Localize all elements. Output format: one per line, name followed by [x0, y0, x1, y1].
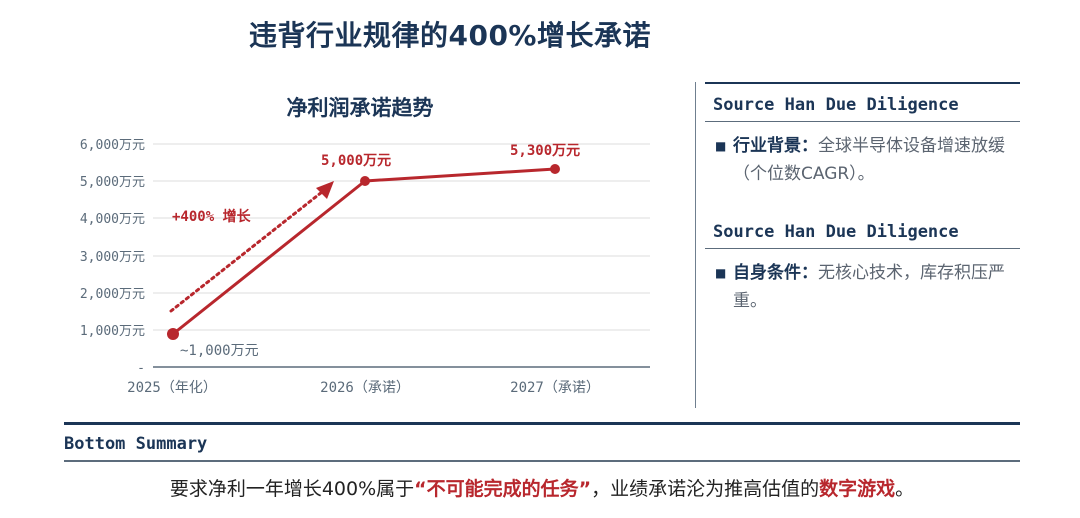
data-point-2026	[360, 176, 370, 186]
x-tick: 2026（承诺）	[320, 380, 410, 396]
summary-text-part: ，业绩承诺沦为推高估值的	[591, 478, 820, 500]
data-point-2027	[550, 164, 560, 174]
sidebar-section-industry: Source Han Due Diligence 行业背景：全球半导体设备增速放…	[705, 82, 1020, 188]
bullet-label: 行业背景：	[733, 136, 818, 156]
bullet-item: 行业背景：全球半导体设备增速放缓（个位数CAGR）。	[705, 122, 1020, 188]
y-tick: 6,000万元	[80, 138, 145, 153]
bullet-text: 全球半导体设备增速放缓（个位数CAGR）。	[733, 136, 1005, 184]
sidebar-section-company: Source Han Due Diligence 自身条件：无核心技术，库存积压…	[705, 212, 1020, 315]
data-label-2027: 5,300万元	[510, 143, 580, 159]
y-tick: 3,000万元	[80, 250, 145, 265]
y-tick: 2,000万元	[80, 287, 145, 302]
y-axis-ticks: 6,000万元 5,000万元 4,000万元 3,000万元 2,000万元 …	[80, 138, 145, 376]
bullet-content: 自身条件：无核心技术，库存积压严重。	[733, 259, 1016, 315]
section-heading: Source Han Due Diligence	[705, 84, 1020, 122]
x-tick: 2027（承诺）	[510, 380, 600, 396]
growth-annotation: +400% 增长	[172, 208, 252, 225]
summary-text-part: 要求净利一年增长400%属于	[169, 478, 415, 500]
data-label-2026: 5,000万元	[321, 153, 391, 169]
growth-arrow	[169, 181, 334, 313]
summary-highlight-numbers-game: 数字游戏	[819, 478, 896, 500]
summary-top-rule	[64, 422, 1020, 425]
square-bullet-icon	[715, 259, 733, 315]
data-label-2025: ~1,000万元	[180, 343, 259, 359]
bottom-summary: Bottom Summary 要求净利一年增长400%属于“不可能完成的任务”，…	[64, 422, 1020, 501]
chart-title: 净利润承诺趋势	[286, 96, 434, 120]
vertical-divider	[695, 82, 696, 408]
square-bullet-icon	[715, 132, 733, 188]
y-tick: 1,000万元	[80, 324, 145, 339]
net-profit-series-line	[172, 167, 556, 336]
bullet-content: 行业背景：全球半导体设备增速放缓（个位数CAGR）。	[733, 132, 1016, 188]
summary-text: 要求净利一年增长400%属于“不可能完成的任务”，业绩承诺沦为推高估值的数字游戏…	[64, 474, 1020, 501]
bullet-label: 自身条件：	[733, 263, 818, 283]
panel-top-rule	[705, 82, 1020, 84]
y-tick: -	[137, 361, 145, 376]
bullet-item: 自身条件：无核心技术，库存积压严重。	[705, 249, 1020, 315]
bullet-text: 无核心技术，库存积压严重。	[733, 263, 1005, 311]
x-tick: 2025（年化）	[127, 380, 217, 396]
y-tick: 5,000万元	[80, 175, 145, 190]
x-axis-labels: 2025（年化） 2026（承诺） 2027（承诺）	[127, 380, 600, 396]
summary-heading: Bottom Summary	[64, 425, 1020, 462]
y-tick: 4,000万元	[80, 212, 145, 227]
summary-highlight-impossible-task: “不可能完成的任务”	[414, 478, 592, 500]
page-title: 违背行业规律的400%增长承诺	[248, 19, 651, 52]
net-profit-line-chart: 6,000万元 5,000万元 4,000万元 3,000万元 2,000万元 …	[80, 138, 650, 396]
gridlines	[153, 143, 650, 331]
section-heading: Source Han Due Diligence	[705, 212, 1020, 249]
summary-text-part: 。	[895, 478, 915, 500]
data-point-2025	[167, 328, 179, 340]
